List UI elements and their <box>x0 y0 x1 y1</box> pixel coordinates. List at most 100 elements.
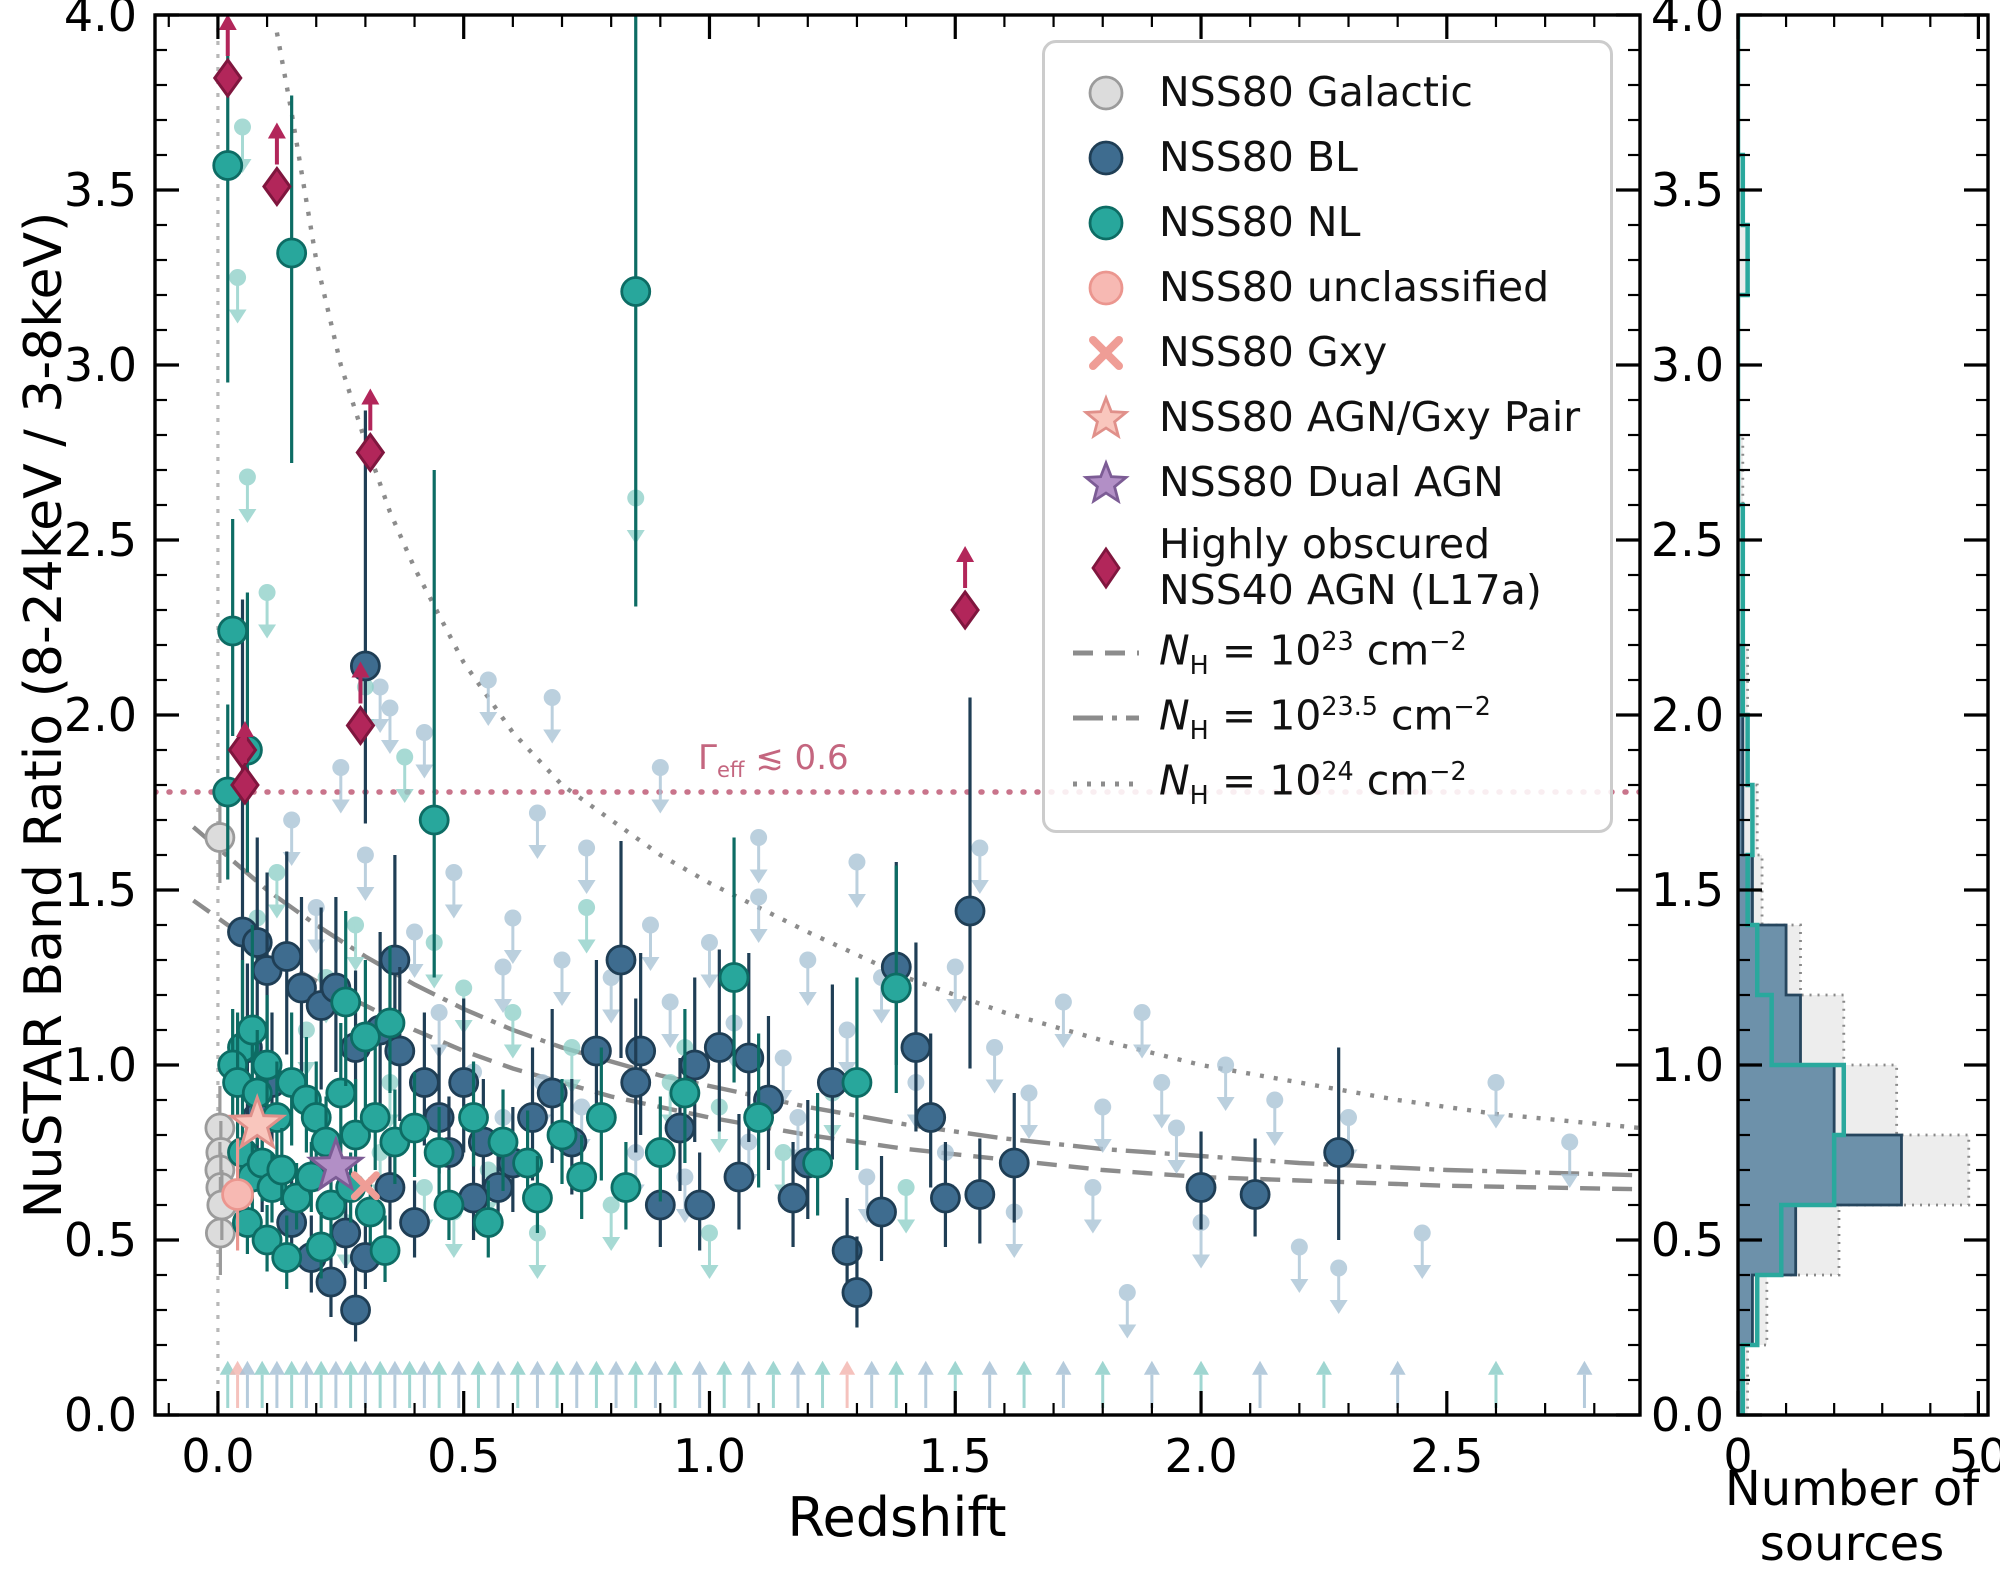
hist-y-tick-label: 4.0 <box>1651 0 1724 42</box>
upper-limit-marker <box>553 951 572 1006</box>
upper-limit-marker <box>1118 1284 1137 1339</box>
upper-limit-marker <box>415 724 434 779</box>
hist-y-tick-label: 2.5 <box>1651 513 1724 567</box>
hist-area <box>1738 15 1971 1415</box>
bottom-limit-arrow <box>627 1360 644 1408</box>
bl-point <box>379 944 411 976</box>
legend-entry: NH = 1024 cm−2 <box>1069 756 1580 811</box>
nl-point <box>487 1126 519 1158</box>
hist-y-tick-label: 1.5 <box>1651 863 1724 917</box>
upper-limit-marker <box>897 1179 916 1234</box>
hist-y-tick-label: 0.0 <box>1651 1388 1724 1442</box>
upper-limit-marker <box>985 1039 1004 1094</box>
legend-marker-circle-icon <box>1069 67 1143 119</box>
x-tick-label: 2.0 <box>1164 1429 1237 1483</box>
bottom-limit-arrow <box>327 1360 344 1408</box>
bottom-limit-arrow <box>470 1360 487 1408</box>
y-tick-label: 3.0 <box>64 338 137 392</box>
obscured-agn-diamond <box>345 661 376 747</box>
hist-x-tick-label: 50 <box>1949 1429 2000 1483</box>
bottom-limit-arrow <box>509 1360 526 1408</box>
bl-point <box>448 1067 480 1098</box>
nl-point <box>644 1137 676 1168</box>
upper-limit-marker <box>405 923 424 978</box>
bottom-limit-arrow <box>298 1360 315 1408</box>
legend-entry: NSS80 BL <box>1069 132 1580 184</box>
nl-point <box>566 1161 598 1193</box>
y-tick-label: 0.5 <box>64 1213 137 1267</box>
legend-entry: NSS80 AGN/Gxy Pair <box>1069 392 1580 444</box>
nl-point <box>266 1154 298 1186</box>
hist-y-tick-label: 0.5 <box>1651 1213 1724 1267</box>
upper-limit-marker <box>503 1004 522 1059</box>
legend-marker-line-icon <box>1069 627 1143 679</box>
legend-marker-circle-icon <box>1069 132 1143 184</box>
y-tick-label: 2.0 <box>64 688 137 742</box>
upper-limit-marker <box>356 846 375 901</box>
nl-point <box>458 1102 489 1133</box>
upper-limit-marker <box>1216 1056 1235 1111</box>
nl-point <box>217 615 249 647</box>
upper-limit-marker <box>1413 1224 1432 1279</box>
upper-limit-marker <box>946 958 965 1013</box>
obscured-agn-diamond <box>355 388 386 474</box>
bottom-limit-arrow <box>839 1360 856 1408</box>
plot-area <box>155 15 1640 1415</box>
legend-label: NSS80 unclassified <box>1159 263 1550 312</box>
nl-point <box>251 1224 283 1256</box>
bottom-limit-arrow <box>608 1360 625 1408</box>
bl-point <box>664 1112 696 1144</box>
bottom-limit-arrow <box>283 1360 300 1408</box>
nl-point <box>880 972 912 1004</box>
legend-marker-circle-icon <box>1069 197 1143 249</box>
bottom-limit-arrow <box>219 1360 236 1408</box>
nl-point <box>354 1196 386 1228</box>
legend-label: NSS80 AGN/Gxy Pair <box>1159 393 1581 442</box>
obscured-agn-diamond <box>230 721 260 806</box>
nl-point <box>472 1207 504 1238</box>
bl-point <box>276 1207 308 1238</box>
legend-marker-diamond-icon <box>1069 542 1143 594</box>
legend-label: NSS80 BL <box>1159 133 1358 182</box>
bl-point <box>900 1032 932 1063</box>
nl-point <box>349 1021 381 1053</box>
upper-limit-marker <box>847 853 866 908</box>
y-tick-label: 4.0 <box>64 0 137 42</box>
legend-label: NSS80 NL <box>1159 198 1361 247</box>
bl-point <box>605 944 637 976</box>
x-tick-label: 1.0 <box>673 1429 746 1483</box>
bottom-limit-arrow <box>1016 1360 1033 1408</box>
y-tick-label: 1.0 <box>64 1038 137 1092</box>
legend-marker-line-icon <box>1069 758 1143 810</box>
bl-point <box>625 1035 657 1067</box>
nl-point <box>359 1102 391 1133</box>
upper-limit-marker <box>798 951 817 1006</box>
bl-point <box>723 1161 755 1193</box>
bottom-limit-arrow <box>667 1360 684 1408</box>
bottom-limit-arrow <box>888 1360 905 1408</box>
bottom-limit-arrow <box>450 1360 467 1408</box>
y-tick-label: 3.5 <box>64 163 137 217</box>
nl-point <box>212 150 244 181</box>
hist-x-axis-label: Number of sources <box>1724 1461 1980 1573</box>
upper-limit-marker <box>838 1021 857 1076</box>
bl-point <box>831 1235 863 1266</box>
bl-point <box>930 1182 961 1214</box>
legend-marker-circle-icon <box>1069 262 1143 314</box>
legend-label: NH = 1024 cm−2 <box>1159 756 1467 811</box>
bottom-limit-arrow <box>416 1360 433 1408</box>
nl-point <box>325 1077 357 1109</box>
bottom-limit-arrow <box>647 1360 664 1408</box>
bottom-limit-arrow <box>814 1360 831 1408</box>
legend-label: NSS80 Gxy <box>1159 328 1388 377</box>
upper-limit-marker <box>641 916 660 971</box>
hist-y-tick-label: 2.0 <box>1651 688 1724 742</box>
bottom-limit-arrow <box>1315 1360 1332 1408</box>
x-tick-label: 1.5 <box>919 1429 992 1483</box>
upper-limit-marker <box>1054 993 1073 1048</box>
upper-limit-marker <box>1290 1238 1309 1293</box>
hist-y-tick-label: 3.0 <box>1651 338 1724 392</box>
nl-point <box>585 1102 617 1133</box>
upper-limit-marker <box>749 829 768 884</box>
upper-limit-marker <box>503 909 522 964</box>
